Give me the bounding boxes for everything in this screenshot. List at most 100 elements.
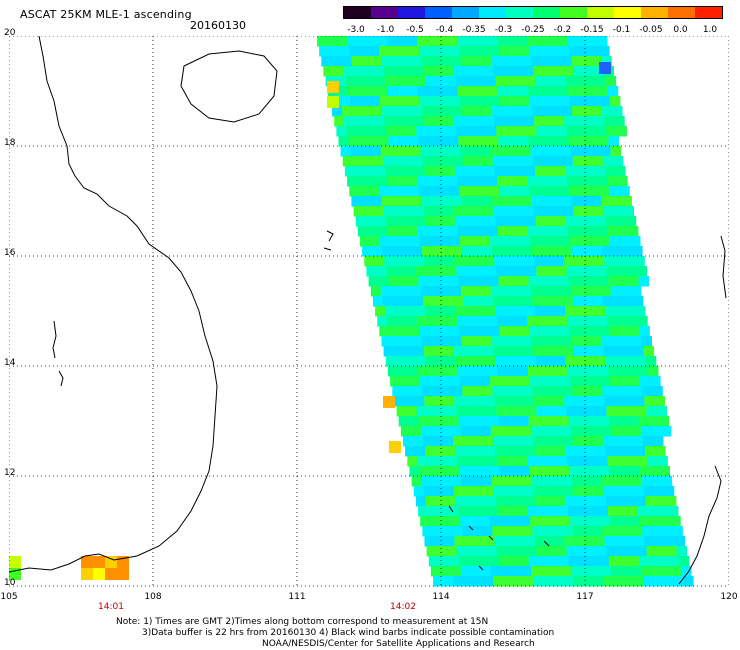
swath-cell bbox=[626, 546, 638, 557]
swath-cell bbox=[531, 196, 542, 207]
swath-cell bbox=[520, 426, 532, 437]
swath-cell bbox=[548, 366, 559, 377]
swath-cell bbox=[426, 126, 437, 137]
swath-cell bbox=[588, 416, 600, 427]
swath-cell bbox=[557, 456, 568, 467]
swath-cell bbox=[491, 476, 503, 487]
swath-cell bbox=[605, 496, 617, 507]
latitude-label: 18 bbox=[4, 138, 16, 148]
swath-cell bbox=[591, 56, 602, 67]
swath-cell bbox=[437, 316, 448, 327]
swath-cell bbox=[384, 166, 396, 177]
swath-cell bbox=[390, 146, 402, 157]
swath-cell bbox=[409, 96, 421, 107]
swath-cell bbox=[511, 336, 522, 347]
swath-cell bbox=[410, 146, 422, 157]
swath-cell bbox=[632, 526, 643, 537]
swath-cell bbox=[497, 456, 508, 467]
swath-cell bbox=[460, 286, 472, 297]
swath-cell bbox=[558, 366, 569, 377]
swath-cell bbox=[397, 86, 409, 97]
swath-cell bbox=[512, 296, 524, 307]
swath-cell bbox=[507, 456, 518, 467]
swath-cell bbox=[483, 486, 495, 497]
swath-cell bbox=[430, 426, 442, 437]
swath-cell bbox=[531, 476, 543, 487]
swath-cell bbox=[582, 526, 593, 537]
swath-cell bbox=[572, 106, 583, 117]
swath-cell bbox=[477, 176, 488, 187]
swath-cell bbox=[457, 316, 468, 327]
swath-cell bbox=[335, 76, 347, 87]
swath-cell bbox=[460, 516, 471, 527]
swath-cell bbox=[598, 136, 609, 147]
swath-cell bbox=[598, 556, 610, 567]
swath-cell bbox=[493, 436, 504, 447]
swath-cell bbox=[427, 366, 439, 377]
swath-cell bbox=[454, 256, 465, 267]
swath-cell bbox=[407, 456, 418, 467]
swath-cell bbox=[354, 116, 365, 127]
swath-cell bbox=[445, 76, 457, 87]
swath-cell bbox=[499, 466, 510, 477]
swath-cell bbox=[450, 566, 462, 577]
swath-cell bbox=[478, 136, 489, 147]
swath-cell bbox=[415, 446, 426, 457]
swath-cell bbox=[655, 496, 667, 507]
swath-cell bbox=[443, 66, 454, 77]
swath-cell bbox=[416, 126, 427, 137]
swath-cell bbox=[442, 156, 454, 167]
swath-cell bbox=[595, 216, 607, 227]
swath-cell bbox=[476, 266, 487, 277]
swath-cell bbox=[600, 286, 612, 297]
swath-cell bbox=[398, 276, 410, 287]
swath-cell bbox=[474, 396, 485, 407]
swath-cell bbox=[544, 396, 555, 407]
swath-cell bbox=[572, 526, 583, 537]
swath-cell bbox=[440, 146, 452, 157]
swath-cell bbox=[393, 346, 405, 357]
swath-cell bbox=[390, 236, 401, 247]
swath-cell bbox=[532, 386, 543, 397]
swath-cell bbox=[661, 566, 672, 577]
swath-cell bbox=[565, 306, 576, 317]
swath-cell bbox=[656, 406, 667, 417]
swath-cell bbox=[396, 266, 407, 277]
swath-cell bbox=[606, 266, 617, 277]
swath-cell bbox=[468, 506, 479, 517]
swath-cell bbox=[554, 256, 565, 267]
swath-cell bbox=[600, 146, 612, 157]
swath-cell bbox=[516, 546, 528, 557]
swath-cell bbox=[402, 386, 413, 397]
colorbar-segment bbox=[614, 7, 641, 18]
swath-cell bbox=[618, 506, 629, 517]
swath-cell bbox=[9, 556, 21, 568]
swath-cell bbox=[507, 36, 518, 47]
colorbar-segment bbox=[479, 7, 506, 18]
colorbar-segment bbox=[452, 7, 479, 18]
swath-cell bbox=[569, 96, 581, 107]
swath-cell bbox=[594, 256, 605, 267]
colorbar-tick-label: -1.0 bbox=[376, 25, 395, 35]
swath-cell bbox=[555, 216, 567, 227]
swath-cell bbox=[407, 316, 418, 327]
swath-cell bbox=[510, 426, 522, 437]
swath-cell bbox=[648, 416, 660, 427]
swath-cell bbox=[518, 416, 530, 427]
swath-cell bbox=[641, 476, 653, 487]
swath-cell bbox=[439, 466, 450, 477]
swath-cell bbox=[391, 56, 402, 67]
swath-cell bbox=[663, 486, 675, 497]
swath-cell bbox=[455, 306, 466, 317]
swath-cell bbox=[583, 436, 594, 447]
coastline bbox=[9, 36, 727, 585]
swath-cell bbox=[480, 566, 492, 577]
swath-cell bbox=[633, 436, 644, 447]
swath-cell bbox=[524, 396, 535, 407]
swath-cell bbox=[422, 156, 434, 167]
swath-cell bbox=[447, 366, 459, 377]
swath-cell bbox=[399, 96, 411, 107]
swath-cell bbox=[653, 436, 664, 447]
swath-cell bbox=[365, 76, 377, 87]
swath-cell bbox=[374, 256, 385, 267]
